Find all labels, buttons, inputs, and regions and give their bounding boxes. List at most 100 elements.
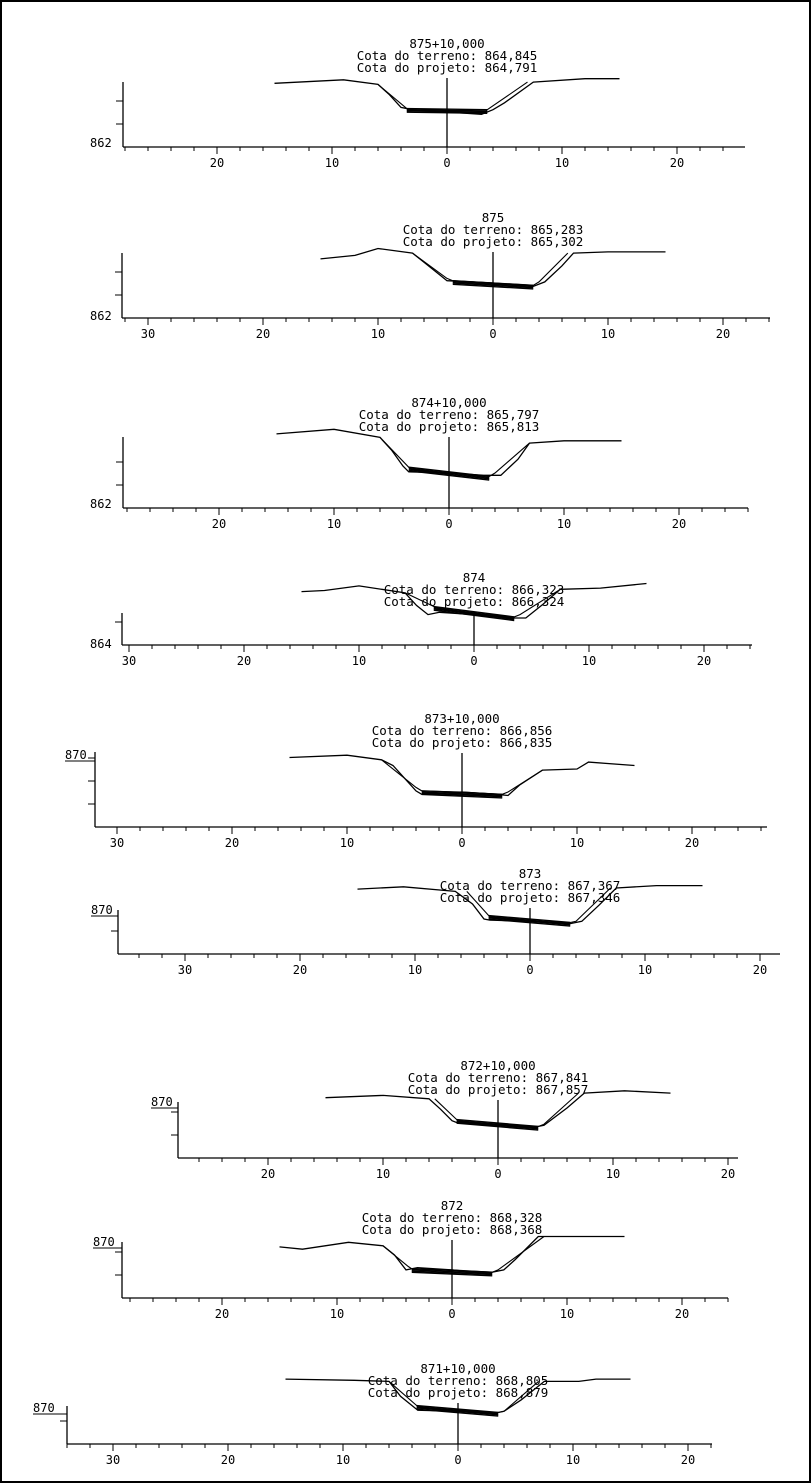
pavement-layer — [406, 110, 488, 113]
offset-tick-label: 10 — [566, 1453, 580, 1467]
pavement-layer — [416, 1404, 499, 1414]
project-elevation-label: Cota do projeto: 868,368 — [362, 1222, 543, 1237]
elevation-label: 870 — [151, 1095, 173, 1109]
elevation-label: 870 — [33, 1401, 55, 1415]
offset-tick-label: 30 — [122, 654, 136, 668]
offset-tick-label: 10 — [582, 654, 596, 668]
offset-tick-label: 10 — [638, 963, 652, 977]
offset-tick-label: 20 — [261, 1167, 275, 1181]
terrain-elevation-label: Cota do terreno: 865,283 — [403, 222, 584, 237]
pavement-layer — [411, 1269, 493, 1275]
pavement-layer — [488, 918, 571, 927]
offset-tick-label: 10 — [601, 327, 615, 341]
terrain-elevation-label: Cota do terreno: 866,323 — [384, 582, 565, 597]
offset-tick-label: 20 — [256, 327, 270, 341]
offset-tick-label: 10 — [371, 327, 385, 341]
pavement-layer — [406, 111, 488, 114]
offset-tick-label: 30 — [178, 963, 192, 977]
terrain-elevation-label: Cota do terreno: 867,367 — [440, 878, 621, 893]
offset-tick-label: 20 — [225, 836, 239, 850]
station-label: 873+10,000 — [424, 711, 499, 726]
terrain-elevation-label: Cota do terreno: 867,841 — [408, 1070, 589, 1085]
offset-tick-label: 10 — [606, 1167, 620, 1181]
elevation-label: 862 — [90, 497, 112, 511]
pavement-layer — [421, 793, 503, 799]
elevation-label: 870 — [93, 1235, 115, 1249]
pavement-layer — [452, 281, 534, 288]
station-label: 875+10,000 — [409, 36, 484, 51]
pavement-layer — [456, 1118, 539, 1128]
pavement-layer — [488, 917, 571, 926]
offset-tick-label: 20 — [670, 156, 684, 170]
pavement-layer — [416, 1408, 499, 1417]
offset-tick-label: 10 — [557, 517, 571, 531]
terrain-elevation-label: Cota do terreno: 864,845 — [357, 48, 538, 63]
station-label: 872 — [441, 1198, 464, 1213]
pavement-layer — [456, 1122, 539, 1131]
pavement-layer — [433, 607, 515, 619]
pavement-layer — [408, 468, 490, 480]
terrain-profile — [279, 1235, 625, 1274]
project-elevation-label: Cota do projeto: 865,302 — [403, 234, 584, 249]
elevation-label: 864 — [90, 637, 112, 651]
pavement-layer — [456, 1120, 539, 1129]
pavement-layer — [416, 1407, 499, 1416]
offset-tick-label: 20 — [716, 327, 730, 341]
offset-tick-label: 10 — [336, 1453, 350, 1467]
project-elevation-label: Cota do projeto: 866,835 — [372, 735, 553, 750]
elevation-label: 870 — [65, 748, 87, 762]
station-label: 874 — [463, 570, 486, 585]
pavement-layer — [421, 790, 503, 795]
offset-tick-label: 30 — [110, 836, 124, 850]
offset-tick-label: 20 — [221, 1453, 235, 1467]
offset-tick-label: 20 — [672, 517, 686, 531]
pavement-layer — [408, 470, 490, 481]
station-label: 875 — [482, 210, 505, 225]
offset-tick-label: 0 — [445, 517, 452, 531]
project-elevation-label: Cota do projeto: 865,813 — [359, 419, 540, 434]
elevation-label: 870 — [91, 903, 113, 917]
offset-tick-label: 30 — [141, 327, 155, 341]
offset-tick-label: 0 — [526, 963, 533, 977]
terrain-elevation-label: Cota do terreno: 868,805 — [368, 1373, 549, 1388]
offset-tick-label: 0 — [443, 156, 450, 170]
offset-tick-label: 10 — [570, 836, 584, 850]
pavement-layer — [406, 107, 488, 111]
pavement-layer — [421, 791, 503, 797]
pavement-layer — [408, 466, 490, 478]
offset-tick-label: 20 — [237, 654, 251, 668]
project-elevation-label: Cota do projeto: 868,879 — [368, 1385, 549, 1400]
offset-tick-label: 10 — [408, 963, 422, 977]
offset-tick-label: 30 — [106, 1453, 120, 1467]
offset-tick-label: 0 — [448, 1307, 455, 1321]
offset-tick-label: 10 — [560, 1307, 574, 1321]
offset-tick-label: 10 — [325, 156, 339, 170]
terrain-elevation-label: Cota do terreno: 868,328 — [362, 1210, 543, 1225]
offset-tick-label: 0 — [454, 1453, 461, 1467]
terrain-elevation-label: Cota do terreno: 866,856 — [372, 723, 553, 738]
elevation-label: 862 — [90, 136, 112, 150]
station-label: 873 — [519, 866, 542, 881]
offset-tick-label: 0 — [458, 836, 465, 850]
pavement-layer — [456, 1121, 539, 1130]
offset-tick-label: 20 — [215, 1307, 229, 1321]
station-label: 874+10,000 — [411, 395, 486, 410]
offset-tick-label: 20 — [210, 156, 224, 170]
pavement-layer — [433, 609, 515, 622]
project-elevation-label: Cota do projeto: 867,346 — [440, 890, 621, 905]
pavement-layer — [408, 467, 490, 479]
pavement-layer — [452, 283, 534, 290]
project-elevation-label: Cota do projeto: 867,857 — [408, 1082, 589, 1097]
project-elevation-label: Cota do projeto: 866,324 — [384, 594, 565, 609]
offset-tick-label: 20 — [212, 517, 226, 531]
station-label: 872+10,000 — [460, 1058, 535, 1073]
